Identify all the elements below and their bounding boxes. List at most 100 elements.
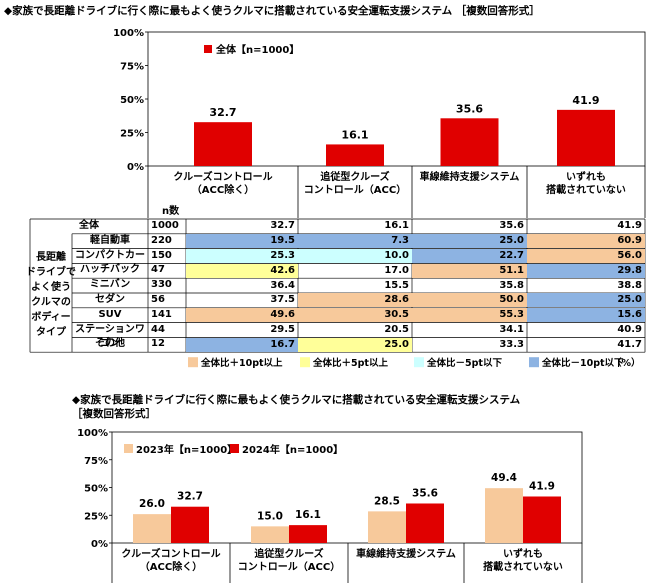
table-row-label: セダン xyxy=(95,294,125,305)
chart2-y-tick-label: 0% xyxy=(91,539,108,550)
table-cell: 51.1 xyxy=(412,263,527,278)
table-legend-label: 全体比＋5pt以上 xyxy=(312,357,388,369)
chart2-category-label: いずれも xyxy=(503,547,543,560)
chart2-subtitle: ［複数回答形式］ xyxy=(72,408,156,420)
chart1-bar-chart: 0% 25% 50% 75% 100% 32.7 クルーズコントロール（ACC除く） 16.1… xyxy=(26,28,646,369)
table-cell: 49.6 xyxy=(186,308,298,323)
chart2-bar xyxy=(251,526,289,543)
table-legend-swatch xyxy=(188,357,198,368)
table-cell: 38.8 xyxy=(617,279,642,291)
table-cell: 41.9 xyxy=(617,220,642,232)
table-cell: 10.0 xyxy=(298,249,412,263)
table-cell: 50.0 xyxy=(412,293,527,308)
table-n-header: n数 xyxy=(162,204,180,217)
chart2-y-tick-label: 75% xyxy=(84,456,108,467)
chart1-bar xyxy=(557,109,615,166)
table-legend-label: 全体比＋10pt以上 xyxy=(200,357,283,369)
table-n-value: 56 xyxy=(151,294,165,305)
chart1-bar xyxy=(440,118,499,166)
chart1-category-label: 追従型クルーズ xyxy=(320,170,389,183)
chart2-data-label: 28.5 xyxy=(374,495,400,507)
table-cell: 15.6 xyxy=(527,308,645,323)
chart1-data-label: 16.1 xyxy=(341,128,368,141)
table-n-value: 44 xyxy=(151,323,165,335)
table-cell: 7.3 xyxy=(298,234,412,249)
table-cell: 30.5 xyxy=(298,308,412,323)
chart1-bar xyxy=(194,122,252,166)
chart2-category-label: 追従型クルーズ xyxy=(254,547,323,560)
table-cell: 41.7 xyxy=(617,338,642,350)
table-row-label: 軽自動車 xyxy=(90,234,130,246)
chart1-y-tick-label: 25% xyxy=(120,129,144,140)
table-side-label: ボディー xyxy=(31,310,70,323)
table-n-value: 141 xyxy=(151,308,172,320)
table-legend-swatch xyxy=(414,357,424,368)
table-side-label: よく使う xyxy=(31,280,71,293)
chart2-data-label: 15.0 xyxy=(257,510,283,522)
chart1-data-label: 41.9 xyxy=(572,94,599,107)
table-cell: 32.7 xyxy=(270,220,295,232)
table-legend-label: 全体比－5pt以下 xyxy=(426,357,502,369)
chart2-data-label: 26.0 xyxy=(139,498,165,510)
chart1-title: ◆家族で長距離ドライブに行く際に最もよく使うクルマに搭載されている安全運転支援シ… xyxy=(4,5,540,17)
table-cell: 35.6 xyxy=(499,220,524,232)
chart2-category-label: 車線維持支援システム xyxy=(356,547,456,560)
chart2-y-tick-label: 25% xyxy=(84,511,108,522)
table-side-label: ドライブで xyxy=(26,265,76,278)
table-row-label: その他 xyxy=(95,338,125,350)
table-n-value: 12 xyxy=(151,338,165,350)
table-n-value: 220 xyxy=(151,234,172,246)
chart1-category-label: （ACC除く） xyxy=(192,183,254,196)
table-row-label: ミニバン xyxy=(89,279,131,291)
chart2-y-tick-label: 100% xyxy=(77,428,108,439)
table-legend-swatch xyxy=(300,357,310,368)
table-n-value: 150 xyxy=(151,249,172,261)
chart2-bar-chart: 0% 25% 50% 75% 100% 26.0 32.7 クルーズコントロール（ACC除く）… xyxy=(77,428,583,583)
chart1-legend-label: 全体【n=1000】 xyxy=(215,43,299,56)
table-cell: 19.5 xyxy=(186,234,298,249)
chart1-y-tick-label: 50% xyxy=(120,95,144,106)
table-n-value: 1000 xyxy=(151,220,179,231)
table-cell: 40.9 xyxy=(617,324,642,335)
table-cell: 29.8 xyxy=(527,263,645,278)
chart2-data-label: 16.1 xyxy=(295,509,321,521)
table-cell: 35.8 xyxy=(499,279,524,291)
table-cell: 33.3 xyxy=(499,338,524,350)
table-side-label: クルマの xyxy=(31,296,71,308)
table-cell: 56.0 xyxy=(527,249,645,263)
chart2-data-label: 41.9 xyxy=(529,480,555,492)
table-unit-label: （%） xyxy=(612,357,641,369)
chart1-category-label: いずれも xyxy=(566,170,606,183)
table-row-label: ハッチバック xyxy=(80,264,140,276)
chart2-legend-swatch xyxy=(124,444,133,453)
chart2-legend-label: 2024年【n=1000】 xyxy=(242,443,343,456)
table-row-label: ステーションワゴン xyxy=(75,323,145,349)
table-row-label: SUV xyxy=(98,308,122,320)
table-cell: 16.1 xyxy=(384,220,409,232)
chart1-data-label: 32.7 xyxy=(209,106,236,119)
chart2-title: ◆家族で長距離ドライブに行く際に最もよく使うクルマに搭載されている安全運転支援シ… xyxy=(72,394,521,406)
table-cell: 20.5 xyxy=(384,324,409,335)
chart1-data-label: 35.6 xyxy=(456,102,483,115)
table-side-label: 長距離 xyxy=(36,250,66,263)
table-cell: 29.5 xyxy=(270,324,295,335)
chart1-category-label: 車線維持支援システム xyxy=(420,170,520,183)
chart2-legend-swatch xyxy=(230,444,239,453)
chart2-category-label: 搭載されていない xyxy=(483,560,563,573)
chart2-bar xyxy=(171,506,209,543)
chart2-legend-label: 2023年【n=1000】 xyxy=(136,443,237,456)
chart2-data-label: 32.7 xyxy=(177,491,203,503)
chart1-category-label: クルーズコントロール xyxy=(173,170,272,183)
table-legend-label: 全体比－10pt以下 xyxy=(541,357,624,369)
chart2-bar xyxy=(289,525,327,543)
chart1-category-label: コントロール（ACC） xyxy=(304,183,406,196)
chart2-bar xyxy=(406,503,444,543)
table-cell: 17.0 xyxy=(384,264,409,276)
table-cell: 60.9 xyxy=(527,234,645,249)
chart1-y-tick-label: 0% xyxy=(127,162,144,173)
table-cell: 37.5 xyxy=(270,294,295,306)
table-cell: 16.7 xyxy=(186,337,298,352)
chart2-bar xyxy=(485,488,523,543)
chart1-y-tick-label: 75% xyxy=(120,62,144,73)
table-cell: 28.6 xyxy=(298,293,412,308)
